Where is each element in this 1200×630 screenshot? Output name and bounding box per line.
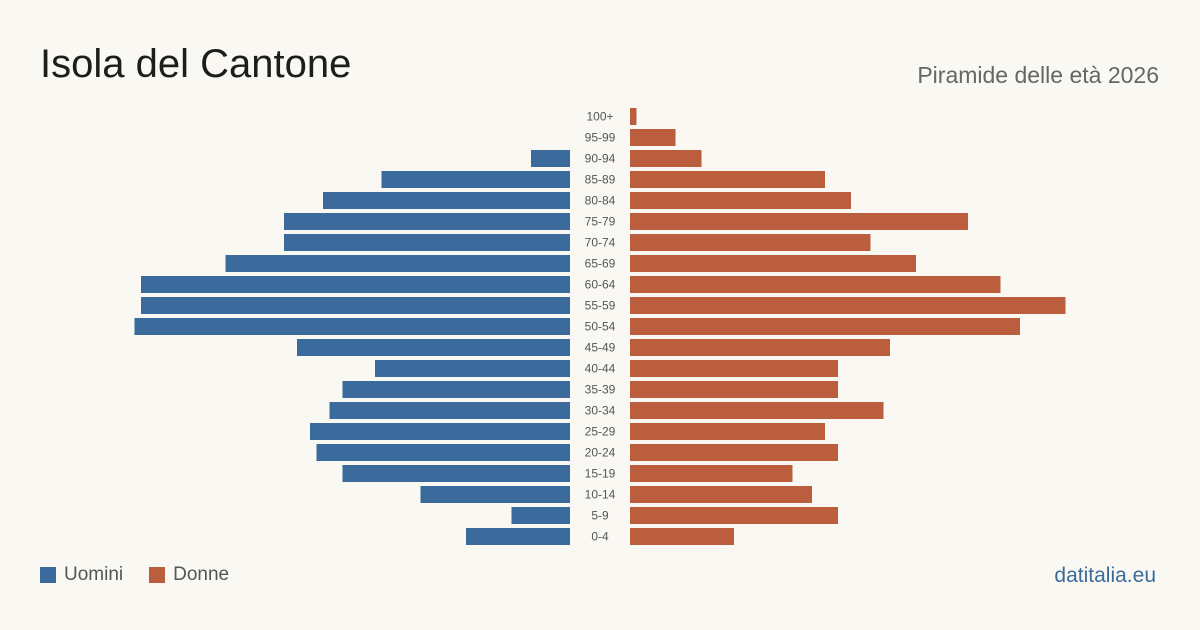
bar-women-70-74 [630,234,871,251]
bar-men-5-9 [511,507,570,524]
bar-men-55-59 [141,297,570,314]
bar-women-100plus [630,108,637,125]
bar-men-45-49 [297,339,570,356]
bar-women-60-64 [630,276,1001,293]
bar-men-85-89 [381,171,570,188]
bar-women-50-54 [630,318,1020,335]
bar-men-10-14 [420,486,570,503]
age-label-65-69: 65-69 [585,257,616,271]
age-label-30-34: 30-34 [585,404,616,418]
bar-women-75-79 [630,213,968,230]
bar-women-65-69 [630,255,916,272]
bar-men-65-69 [225,255,570,272]
legend-swatch-women [149,567,166,583]
bar-women-10-14 [630,486,812,503]
bar-women-85-89 [630,171,825,188]
bar-women-30-34 [630,402,884,419]
legend: Uomini Donne [40,564,255,586]
bar-women-5-9 [630,507,838,524]
bar-men-20-24 [316,444,570,461]
legend-label-men: Uomini [64,564,124,585]
age-label-40-44: 40-44 [585,362,616,376]
bar-men-90-94 [531,150,570,167]
bar-men-75-79 [284,213,570,230]
bar-men-15-19 [342,465,570,482]
age-label-50-54: 50-54 [585,320,616,334]
legend-item-men: Uomini [40,564,123,586]
bar-men-50-54 [134,318,570,335]
age-label-85-89: 85-89 [585,173,616,187]
legend-label-women: Donne [173,564,230,585]
age-label-10-14: 10-14 [585,488,616,502]
bar-men-80-84 [323,192,570,209]
bar-women-0-4 [630,528,734,545]
bar-women-55-59 [630,297,1066,314]
bar-women-90-94 [630,150,702,167]
bar-men-25-29 [310,423,570,440]
bar-men-30-34 [329,402,570,419]
age-label-15-19: 15-19 [585,467,616,481]
age-label-90-94: 90-94 [585,152,616,166]
bar-men-35-39 [342,381,570,398]
age-label-95-99: 95-99 [585,131,616,145]
age-label-70-74: 70-74 [585,236,616,250]
bar-men-0-4 [466,528,570,545]
chart-title: Isola del Cantone [40,42,352,86]
age-label-25-29: 25-29 [585,425,616,439]
chart-subtitle: Piramide delle età 2026 [917,62,1159,88]
bar-women-45-49 [630,339,890,356]
bar-women-35-39 [630,381,838,398]
age-label-55-59: 55-59 [585,299,616,313]
bar-men-70-74 [284,234,570,251]
bar-women-40-44 [630,360,838,377]
bar-women-15-19 [630,465,793,482]
source-link[interactable]: datitalia.eu [1054,564,1156,587]
age-label-60-64: 60-64 [585,278,616,292]
bar-women-25-29 [630,423,825,440]
age-label-100plus: 100+ [586,110,613,124]
age-label-0-4: 0-4 [591,530,609,544]
bar-women-95-99 [630,129,676,146]
legend-item-women: Donne [149,564,229,586]
age-label-75-79: 75-79 [585,215,616,229]
age-label-80-84: 80-84 [585,194,616,208]
bar-men-60-64 [141,276,570,293]
age-label-20-24: 20-24 [585,446,616,460]
bar-women-80-84 [630,192,851,209]
age-label-35-39: 35-39 [585,383,616,397]
bar-women-20-24 [630,444,838,461]
bar-men-40-44 [375,360,570,377]
age-label-45-49: 45-49 [585,341,616,355]
age-label-5-9: 5-9 [591,509,609,523]
legend-swatch-men [40,567,56,583]
